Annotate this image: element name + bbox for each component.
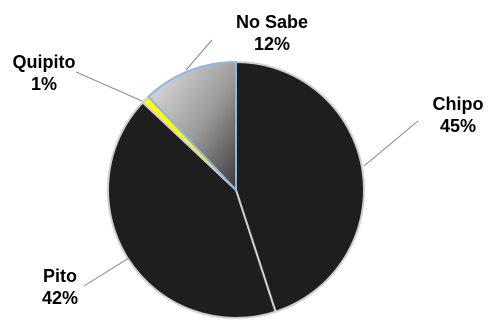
slice-label-no-sabe: No Sabe xyxy=(236,12,308,32)
slice-label-quipito: Quipito xyxy=(13,52,76,72)
pie-slice-no-sabe xyxy=(147,61,237,191)
leader-line-quipito xyxy=(75,71,143,102)
slice-label-chipo: Chipo xyxy=(433,94,484,114)
slice-value-no-sabe: 12% xyxy=(254,34,290,54)
slice-value-pito: 42% xyxy=(42,288,78,308)
leader-line-no-sabe xyxy=(185,39,213,71)
leader-line-pito xyxy=(83,257,130,287)
pie-slices xyxy=(107,61,365,319)
leader-lines xyxy=(75,39,419,287)
slice-value-quipito: 1% xyxy=(31,74,57,94)
slice-label-pito: Pito xyxy=(43,266,77,286)
slice-value-chipo: 45% xyxy=(440,116,476,136)
pie-slice-chipo xyxy=(235,61,365,313)
leader-line-chipo xyxy=(363,120,419,167)
